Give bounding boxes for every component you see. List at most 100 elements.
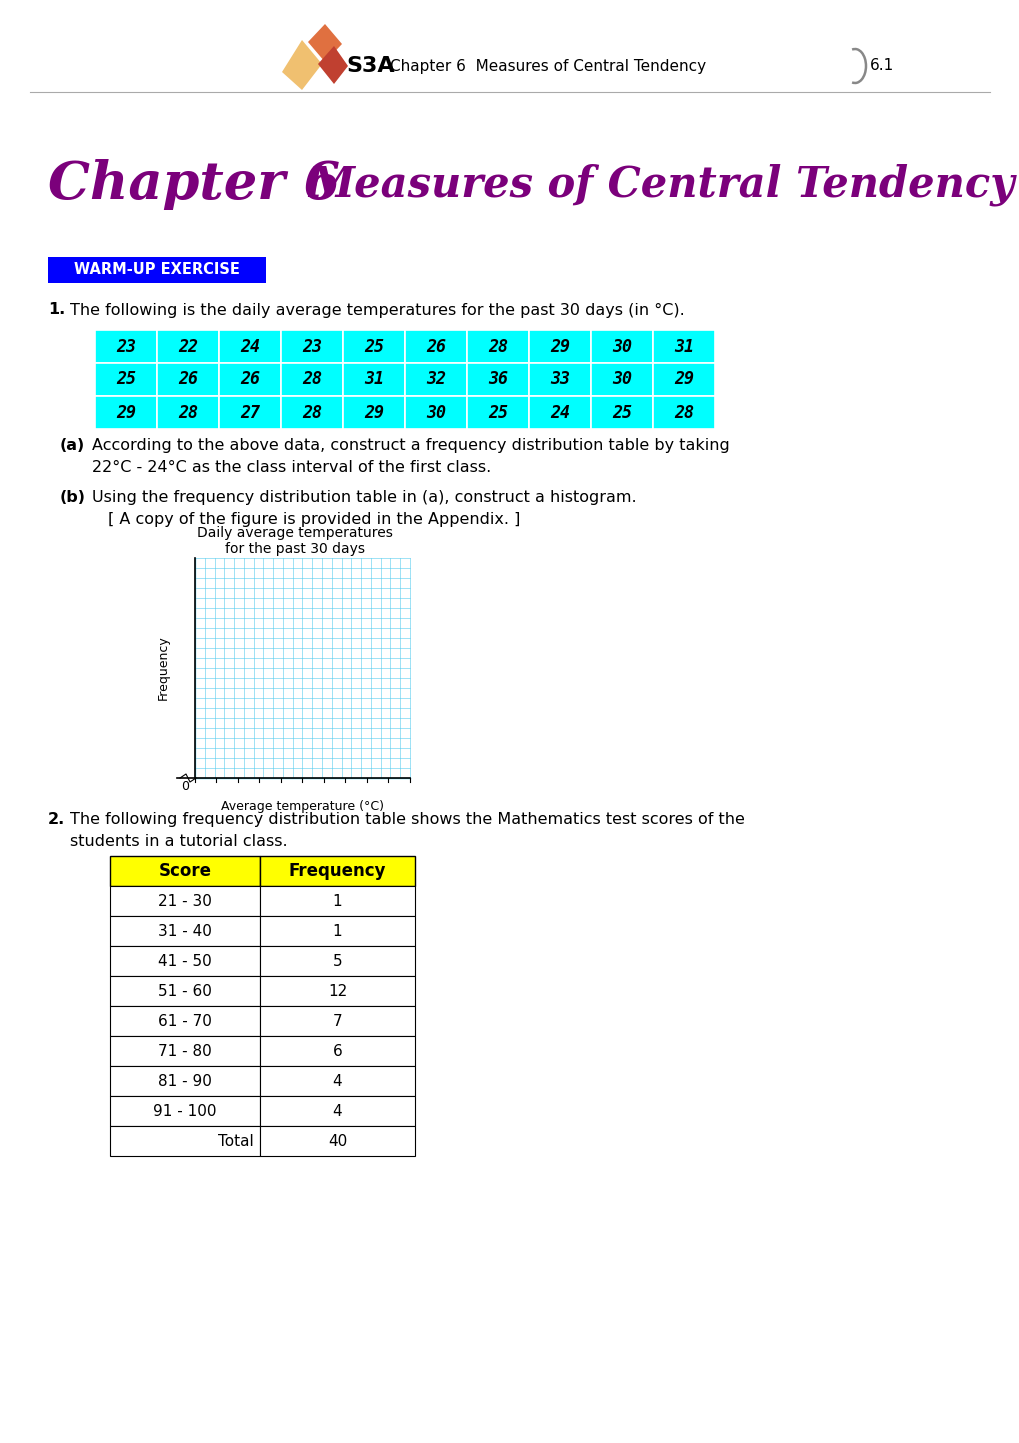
Text: 31: 31 [364, 371, 383, 388]
Text: 23: 23 [302, 338, 322, 355]
Polygon shape [281, 40, 322, 89]
FancyBboxPatch shape [260, 1006, 415, 1036]
FancyBboxPatch shape [219, 330, 280, 364]
Text: 21 - 30: 21 - 30 [158, 893, 212, 909]
FancyBboxPatch shape [590, 330, 652, 364]
Text: 33: 33 [549, 371, 570, 388]
FancyBboxPatch shape [652, 395, 714, 429]
FancyBboxPatch shape [529, 364, 590, 395]
Text: Average temperature (°C): Average temperature (°C) [221, 799, 383, 812]
FancyBboxPatch shape [110, 1036, 260, 1066]
Text: 0: 0 [180, 781, 189, 794]
Text: 4: 4 [332, 1074, 342, 1088]
FancyBboxPatch shape [110, 947, 260, 975]
Text: 1: 1 [332, 893, 342, 909]
Text: 24: 24 [239, 338, 260, 355]
Text: 22°C - 24°C as the class interval of the first class.: 22°C - 24°C as the class interval of the… [92, 460, 491, 475]
Text: Measures of Central Tendency: Measures of Central Tendency [308, 163, 1013, 206]
Text: 26: 26 [178, 371, 198, 388]
FancyBboxPatch shape [110, 886, 260, 916]
Text: 31 - 40: 31 - 40 [158, 924, 212, 938]
Text: Chapter 6: Chapter 6 [48, 160, 339, 211]
Polygon shape [318, 46, 347, 84]
FancyBboxPatch shape [110, 1126, 260, 1156]
Text: 91 - 100: 91 - 100 [153, 1104, 217, 1118]
FancyBboxPatch shape [95, 364, 157, 395]
FancyBboxPatch shape [260, 1097, 415, 1126]
Text: According to the above data, construct a frequency distribution table by taking: According to the above data, construct a… [92, 439, 729, 453]
Text: Frequency: Frequency [288, 861, 386, 880]
FancyBboxPatch shape [590, 364, 652, 395]
FancyBboxPatch shape [260, 856, 415, 886]
FancyBboxPatch shape [260, 1066, 415, 1097]
Text: 30: 30 [611, 371, 632, 388]
Text: 51 - 60: 51 - 60 [158, 984, 212, 999]
Text: 27: 27 [239, 404, 260, 421]
Text: (a): (a) [60, 439, 86, 453]
FancyBboxPatch shape [110, 1066, 260, 1097]
FancyBboxPatch shape [260, 947, 415, 975]
FancyBboxPatch shape [110, 1006, 260, 1036]
FancyBboxPatch shape [529, 395, 590, 429]
Text: (b): (b) [60, 491, 86, 505]
Text: 29: 29 [364, 404, 383, 421]
Text: 29: 29 [674, 371, 693, 388]
Text: 12: 12 [327, 984, 346, 999]
FancyBboxPatch shape [157, 364, 219, 395]
FancyBboxPatch shape [467, 395, 529, 429]
Text: 71 - 80: 71 - 80 [158, 1043, 212, 1059]
Text: 29: 29 [549, 338, 570, 355]
FancyBboxPatch shape [48, 257, 266, 283]
FancyBboxPatch shape [280, 330, 342, 364]
FancyBboxPatch shape [157, 330, 219, 364]
FancyBboxPatch shape [110, 916, 260, 947]
Text: 1: 1 [332, 924, 342, 938]
FancyBboxPatch shape [467, 364, 529, 395]
Text: Chapter 6  Measures of Central Tendency: Chapter 6 Measures of Central Tendency [389, 59, 705, 74]
Text: 6.1: 6.1 [869, 59, 894, 74]
FancyBboxPatch shape [280, 395, 342, 429]
FancyBboxPatch shape [219, 395, 280, 429]
Text: 41 - 50: 41 - 50 [158, 954, 212, 968]
Text: 36: 36 [487, 371, 507, 388]
FancyBboxPatch shape [652, 330, 714, 364]
Text: Daily average temperatures: Daily average temperatures [197, 527, 392, 540]
FancyBboxPatch shape [405, 330, 467, 364]
Text: 30: 30 [611, 338, 632, 355]
FancyBboxPatch shape [260, 886, 415, 916]
FancyBboxPatch shape [260, 916, 415, 947]
Text: 25: 25 [116, 371, 136, 388]
FancyBboxPatch shape [219, 364, 280, 395]
FancyBboxPatch shape [652, 364, 714, 395]
Text: 61 - 70: 61 - 70 [158, 1013, 212, 1029]
FancyBboxPatch shape [590, 395, 652, 429]
Text: 31: 31 [674, 338, 693, 355]
Text: 23: 23 [116, 338, 136, 355]
Polygon shape [308, 25, 341, 62]
Text: 25: 25 [487, 404, 507, 421]
FancyBboxPatch shape [260, 1036, 415, 1066]
Text: 40: 40 [327, 1134, 346, 1149]
FancyBboxPatch shape [280, 364, 342, 395]
Text: 28: 28 [302, 404, 322, 421]
Text: Score: Score [158, 861, 211, 880]
FancyBboxPatch shape [157, 395, 219, 429]
Text: 24: 24 [549, 404, 570, 421]
Text: for the past 30 days: for the past 30 days [225, 543, 365, 556]
Text: 32: 32 [426, 371, 445, 388]
Text: [ A copy of the figure is provided in the Appendix. ]: [ A copy of the figure is provided in th… [108, 512, 520, 527]
Text: 28: 28 [302, 371, 322, 388]
Text: Using the frequency distribution table in (a), construct a histogram.: Using the frequency distribution table i… [92, 491, 636, 505]
FancyBboxPatch shape [405, 395, 467, 429]
Text: 28: 28 [674, 404, 693, 421]
Text: students in a tutorial class.: students in a tutorial class. [70, 834, 287, 848]
FancyBboxPatch shape [95, 330, 157, 364]
FancyBboxPatch shape [95, 395, 157, 429]
Text: 22: 22 [178, 338, 198, 355]
Text: 4: 4 [332, 1104, 342, 1118]
Text: Total: Total [218, 1134, 254, 1149]
FancyBboxPatch shape [529, 330, 590, 364]
FancyBboxPatch shape [260, 1126, 415, 1156]
Text: 6: 6 [332, 1043, 342, 1059]
FancyBboxPatch shape [467, 330, 529, 364]
